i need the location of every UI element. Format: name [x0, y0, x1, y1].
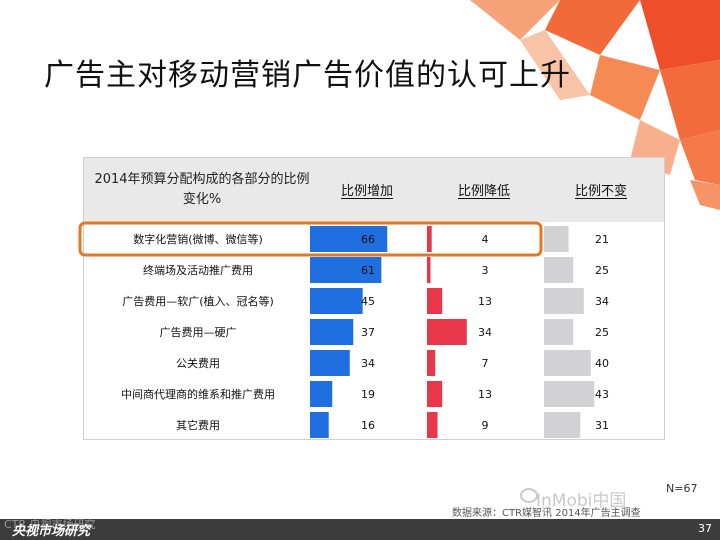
footer-bar	[0, 519, 720, 540]
data-source-note: 数据来源：CTR媒智讯 2014年广告主调查	[452, 508, 641, 519]
bar-decrease	[427, 319, 467, 345]
data-label: 19	[361, 388, 375, 401]
data-label: 31	[595, 419, 609, 432]
column-header-unchanged: 比例不变	[575, 184, 628, 199]
data-label: 61	[361, 264, 375, 277]
category-label: 广告费用—硬广	[160, 326, 237, 339]
chart-header-band	[84, 158, 664, 222]
wechat-watermark: InMobi中国	[536, 491, 627, 511]
category-label: 中间商代理商的维系和推广费用	[121, 387, 275, 401]
data-label: 34	[595, 295, 609, 308]
bar-increase	[310, 350, 350, 376]
footer-brand-text: 央视市场研究	[12, 524, 91, 539]
bar-increase	[310, 257, 382, 283]
data-label: 34	[478, 326, 492, 339]
data-label: 37	[361, 326, 375, 339]
data-label: 16	[361, 419, 375, 432]
data-label: 21	[595, 233, 609, 246]
data-label: 43	[595, 388, 609, 401]
highlight-box	[78, 221, 543, 257]
chart-title: 2014年预算分配构成的各部分的比例变化%	[94, 172, 310, 207]
data-label: 9	[482, 419, 489, 432]
footer-logo: CTR 央视市场研究	[4, 518, 96, 531]
category-label: 其它费用	[176, 418, 220, 432]
data-label: 25	[595, 264, 609, 277]
bar-increase	[310, 412, 329, 438]
bar-decrease	[427, 381, 443, 407]
data-label: 66	[361, 233, 375, 246]
data-label: 13	[478, 295, 492, 308]
bar-increase	[310, 288, 363, 314]
bar-unchanged	[544, 319, 574, 345]
bar-unchanged	[544, 350, 591, 376]
wechat-icon	[520, 488, 538, 503]
category-label: 公关费用	[176, 356, 220, 370]
bar-unchanged	[544, 381, 595, 407]
bar-increase	[310, 319, 354, 345]
bar-decrease	[427, 412, 438, 438]
column-header-increase: 比例增加	[341, 184, 394, 199]
data-label: 7	[482, 357, 489, 370]
bar-unchanged	[544, 288, 584, 314]
category-label: 数字化营销(微博、微信等)	[133, 232, 263, 246]
column-header-decrease: 比例降低	[458, 184, 511, 199]
bar-increase	[310, 226, 388, 252]
bar-unchanged	[544, 226, 569, 252]
data-label: 4	[482, 233, 489, 246]
data-label: 45	[361, 295, 375, 308]
slide-title: 广告主对移动营销广告价值的认可上升	[44, 58, 571, 93]
page-number: 37	[698, 522, 712, 535]
sample-size-label: N=67	[666, 482, 698, 495]
bar-unchanged	[544, 412, 581, 438]
data-label: 13	[478, 388, 492, 401]
bar-decrease	[427, 350, 436, 376]
orange-petal-decoration	[470, 0, 720, 210]
category-label: 广告费用—软广(植入、冠名等)	[122, 294, 274, 308]
data-label: 3	[482, 264, 489, 277]
bar-unchanged	[544, 257, 574, 283]
data-label: 25	[595, 326, 609, 339]
bar-decrease	[427, 226, 432, 252]
category-label: 终端场及活动推广费用	[143, 263, 253, 277]
data-label: 34	[361, 357, 375, 370]
bar-increase	[310, 381, 333, 407]
bar-decrease	[427, 257, 431, 283]
bar-decrease	[427, 288, 443, 314]
data-label: 40	[595, 357, 609, 370]
